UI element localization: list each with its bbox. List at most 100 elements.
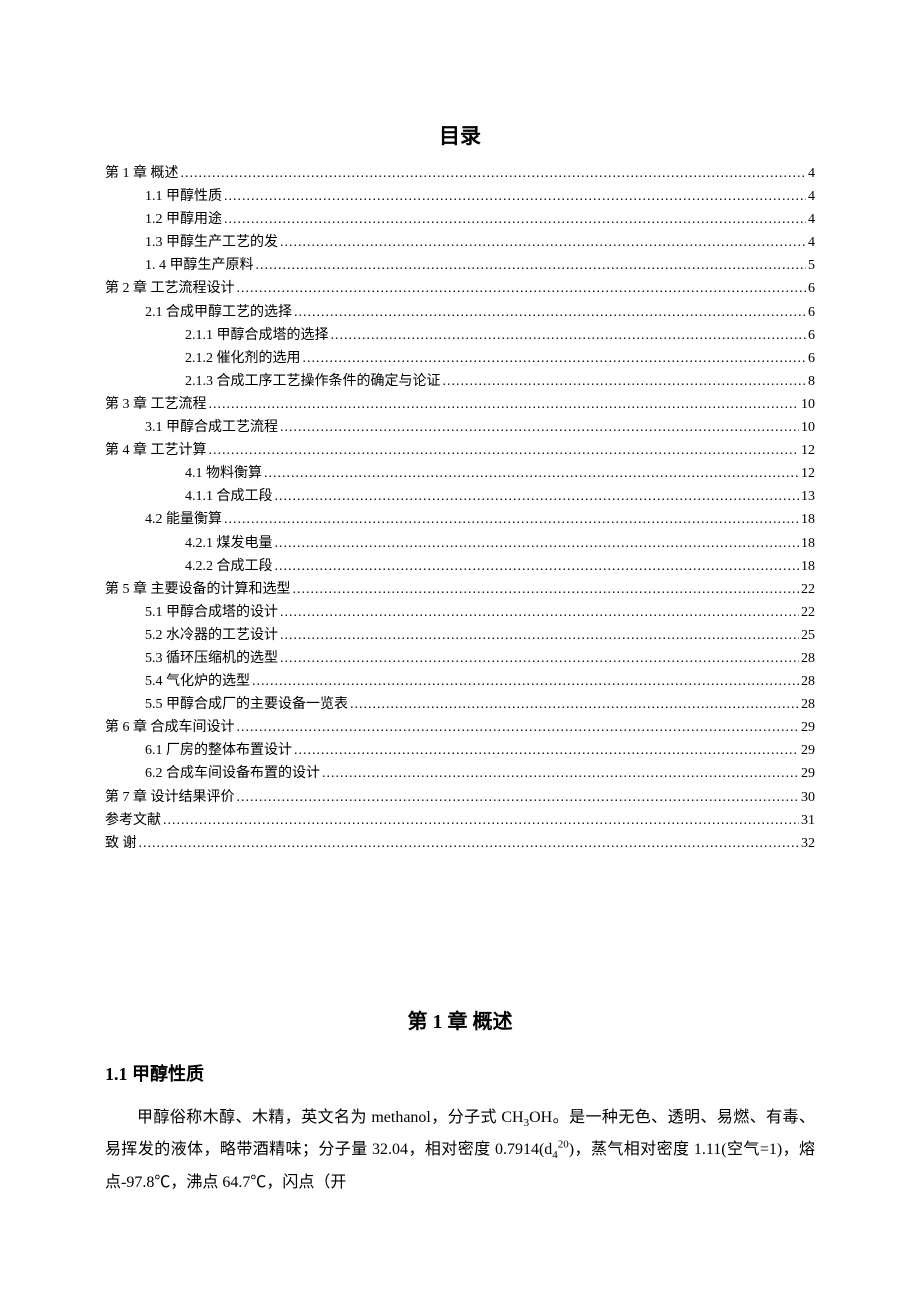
toc-label: 4.1 物料衡算 <box>185 462 262 485</box>
toc-label: 5.3 循环压缩机的选型 <box>145 647 278 670</box>
toc-page-number: 28 <box>801 693 815 716</box>
toc-label: 2.1 合成甲醇工艺的选择 <box>145 301 292 324</box>
toc-row: 第 2 章 工艺流程设计............................… <box>105 277 815 300</box>
toc-row: 1.3 甲醇生产工艺的发............................… <box>105 231 815 254</box>
chapter-title: 第 1 章 概述 <box>105 1005 815 1034</box>
toc-row: 4.2 能量衡算................................… <box>105 508 815 531</box>
toc-page-number: 13 <box>801 485 815 508</box>
toc-leader-dots: ........................................… <box>322 762 799 785</box>
toc-page-number: 4 <box>808 208 815 231</box>
toc-page-number: 29 <box>801 739 815 762</box>
toc-label: 第 2 章 工艺流程设计 <box>105 277 235 300</box>
toc-row: 第 5 章 主要设备的计算和选型........................… <box>105 578 815 601</box>
toc-label: 1.1 甲醇性质 <box>145 185 222 208</box>
toc-leader-dots: ........................................… <box>209 439 800 462</box>
toc-row: 4.1.1 合成工段..............................… <box>105 485 815 508</box>
toc-leader-dots: ........................................… <box>237 716 800 739</box>
toc-leader-dots: ........................................… <box>264 462 799 485</box>
toc-leader-dots: ........................................… <box>293 578 800 601</box>
toc-page-number: 8 <box>808 370 815 393</box>
toc-row: 第 7 章 设计结果评价............................… <box>105 786 815 809</box>
toc-label: 4.2.1 煤发电量 <box>185 532 273 555</box>
toc-leader-dots: ........................................… <box>275 555 800 578</box>
toc-page-number: 6 <box>808 301 815 324</box>
toc-page-number: 12 <box>801 462 815 485</box>
toc-row: 2.1.2 催化剂的选用............................… <box>105 347 815 370</box>
toc-row: 5.2 水冷器的工艺设计............................… <box>105 624 815 647</box>
toc-row: 6.1 厂房的整体布置设计...........................… <box>105 739 815 762</box>
toc-page-number: 22 <box>801 601 815 624</box>
toc-leader-dots: ........................................… <box>303 347 807 370</box>
toc-leader-dots: ........................................… <box>252 670 799 693</box>
toc-label: 5.5 甲醇合成厂的主要设备一览表 <box>145 693 348 716</box>
toc-leader-dots: ........................................… <box>237 277 807 300</box>
toc-row: 参考文献....................................… <box>105 809 815 832</box>
toc-page-number: 31 <box>801 809 815 832</box>
toc-label: 2.1.3 合成工序工艺操作条件的确定与论证 <box>185 370 441 393</box>
toc-label: 5.1 甲醇合成塔的设计 <box>145 601 278 624</box>
toc-row: 5.1 甲醇合成塔的设计............................… <box>105 601 815 624</box>
toc-leader-dots: ........................................… <box>163 809 799 832</box>
toc-row: 3.1 甲醇合成工艺流程............................… <box>105 416 815 439</box>
toc-page-number: 28 <box>801 647 815 670</box>
toc-page-number: 18 <box>801 555 815 578</box>
toc-label: 3.1 甲醇合成工艺流程 <box>145 416 278 439</box>
toc-page-number: 29 <box>801 762 815 785</box>
toc-row: 第 6 章 合成车间设计............................… <box>105 716 815 739</box>
toc-label: 4.1.1 合成工段 <box>185 485 273 508</box>
toc-leader-dots: ........................................… <box>280 416 799 439</box>
toc-title: 目录 <box>105 120 815 150</box>
toc-leader-dots: ........................................… <box>280 647 799 670</box>
toc-row: 2.1.3 合成工序工艺操作条件的确定与论证..................… <box>105 370 815 393</box>
toc-page-number: 6 <box>808 347 815 370</box>
toc-label: 2.1.2 催化剂的选用 <box>185 347 301 370</box>
toc-label: 第 7 章 设计结果评价 <box>105 786 235 809</box>
toc-page-number: 4 <box>808 231 815 254</box>
body-paragraph: 甲醇俗称木醇、木精，英文名为 methanol，分子式 CH3OH。是一种无色、… <box>105 1102 815 1198</box>
toc-label: 1.2 甲醇用途 <box>145 208 222 231</box>
toc-page-number: 5 <box>808 254 815 277</box>
toc-label: 致 谢 <box>105 832 137 855</box>
table-of-contents: 第 1 章 概述................................… <box>105 162 815 855</box>
toc-leader-dots: ........................................… <box>181 162 807 185</box>
chapter-block: 第 1 章 概述 1.1 甲醇性质 甲醇俗称木醇、木精，英文名为 methano… <box>105 1005 815 1198</box>
toc-leader-dots: ........................................… <box>139 832 800 855</box>
toc-page-number: 18 <box>801 508 815 531</box>
toc-row: 6.2 合成车间设备布置的设计.........................… <box>105 762 815 785</box>
toc-page-number: 4 <box>808 162 815 185</box>
toc-leader-dots: ........................................… <box>294 301 806 324</box>
toc-label: 5.2 水冷器的工艺设计 <box>145 624 278 647</box>
toc-page-number: 25 <box>801 624 815 647</box>
toc-row: 2.1 合成甲醇工艺的选择...........................… <box>105 301 815 324</box>
toc-leader-dots: ........................................… <box>256 254 807 277</box>
toc-label: 第 6 章 合成车间设计 <box>105 716 235 739</box>
toc-label: 4.2.2 合成工段 <box>185 555 273 578</box>
toc-label: 6.2 合成车间设备布置的设计 <box>145 762 320 785</box>
toc-leader-dots: ........................................… <box>275 485 800 508</box>
toc-leader-dots: ........................................… <box>443 370 807 393</box>
toc-page-number: 10 <box>801 393 815 416</box>
toc-leader-dots: ........................................… <box>294 739 799 762</box>
toc-page-number: 22 <box>801 578 815 601</box>
toc-leader-dots: ........................................… <box>237 786 800 809</box>
toc-leader-dots: ........................................… <box>350 693 799 716</box>
toc-row: 4.2.2 合成工段..............................… <box>105 555 815 578</box>
toc-label: 参考文献 <box>105 809 161 832</box>
toc-leader-dots: ........................................… <box>224 185 806 208</box>
toc-row: 1. 4 甲醇生产原料.............................… <box>105 254 815 277</box>
toc-label: 4.2 能量衡算 <box>145 508 222 531</box>
toc-label: 2.1.1 甲醇合成塔的选择 <box>185 324 329 347</box>
toc-leader-dots: ........................................… <box>275 532 800 555</box>
toc-row: 1.1 甲醇性质................................… <box>105 185 815 208</box>
toc-label: 第 5 章 主要设备的计算和选型 <box>105 578 291 601</box>
toc-label: 1. 4 甲醇生产原料 <box>145 254 254 277</box>
toc-page-number: 10 <box>801 416 815 439</box>
toc-row: 第 3 章 工艺流程..............................… <box>105 393 815 416</box>
toc-row: 致 谢.....................................… <box>105 832 815 855</box>
toc-leader-dots: ........................................… <box>224 508 799 531</box>
section-title: 1.1 甲醇性质 <box>105 1060 815 1086</box>
toc-row: 4.2.1 煤发电量..............................… <box>105 532 815 555</box>
toc-label: 6.1 厂房的整体布置设计 <box>145 739 292 762</box>
toc-leader-dots: ........................................… <box>209 393 800 416</box>
toc-label: 第 1 章 概述 <box>105 162 179 185</box>
